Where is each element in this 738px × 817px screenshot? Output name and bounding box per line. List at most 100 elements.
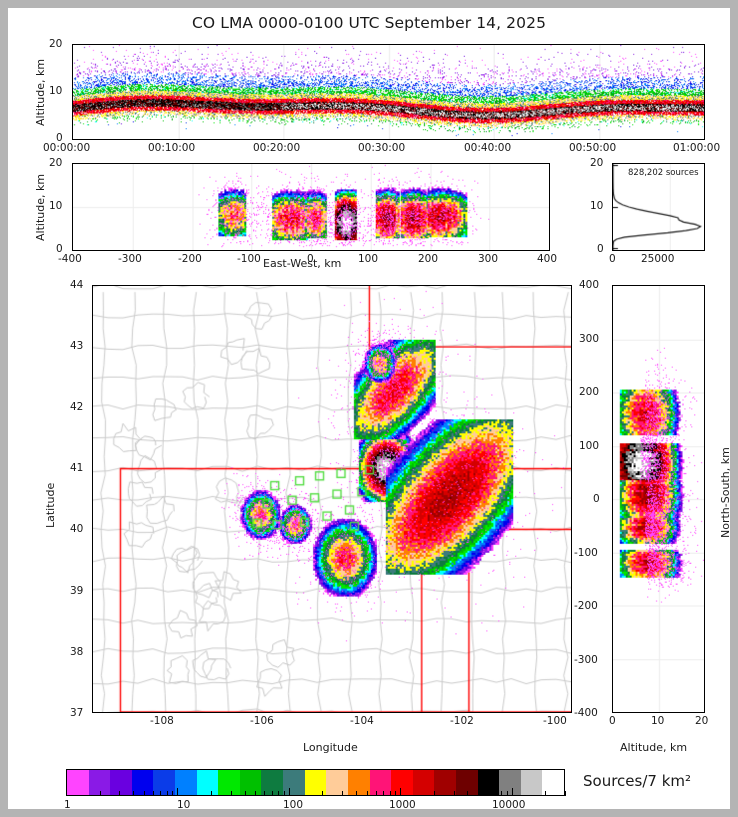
map-ylabel: Latitude bbox=[44, 482, 57, 528]
colorbar-tickmark bbox=[511, 788, 513, 796]
colorbar-tickmark bbox=[545, 791, 547, 796]
ns-ytick-100: 100 bbox=[579, 440, 600, 452]
east-west-xtick-100: 100 bbox=[358, 253, 379, 265]
colorbar-tickmark bbox=[453, 791, 455, 796]
time-height-xtick-5: 00:50:00 bbox=[569, 142, 617, 154]
colorbar-swatch-19 bbox=[477, 770, 500, 795]
east-west-xtick-0: 0 bbox=[307, 253, 314, 265]
colorbar-label: Sources/7 km² bbox=[583, 772, 692, 790]
ns-ytick-m400: -400 bbox=[574, 707, 598, 719]
map-ytick-37: 37 bbox=[70, 707, 84, 719]
time-height-xtick-4: 00:40:00 bbox=[464, 142, 512, 154]
colorbar-swatch-9 bbox=[261, 770, 284, 795]
colorbar-tickmark bbox=[166, 791, 168, 796]
altitude-histogram-panel[interactable] bbox=[612, 163, 705, 251]
east-west-panel[interactable] bbox=[72, 163, 550, 251]
colorbar-swatch-1 bbox=[88, 770, 111, 795]
time-height-ytick-10: 10 bbox=[49, 85, 63, 97]
colorbar-tickmark bbox=[494, 791, 496, 796]
north-south-plot-canvas bbox=[613, 286, 704, 712]
colorbar-swatch-2 bbox=[110, 770, 132, 795]
colorbar-swatch-10 bbox=[283, 770, 305, 795]
colorbar-tickmark bbox=[565, 791, 566, 796]
east-west-ylabel: Altitude, km bbox=[34, 173, 47, 241]
ns-ytick-m200: -200 bbox=[574, 600, 598, 612]
colorbar-tickmark bbox=[278, 791, 280, 796]
colorbar-tickmark bbox=[152, 791, 154, 796]
map-xtick-m106: -106 bbox=[250, 715, 274, 727]
north-south-panel[interactable] bbox=[612, 285, 705, 713]
map-xtick-m104: -104 bbox=[350, 715, 374, 727]
colorbar-swatch-17 bbox=[434, 770, 456, 795]
colorbar-swatch-7 bbox=[218, 770, 240, 795]
east-west-ytick-10: 10 bbox=[49, 200, 63, 212]
histogram-xtick-0: 0 bbox=[609, 253, 616, 265]
colorbar-tick-10000: 10000 bbox=[492, 799, 526, 811]
colorbar-tickmark bbox=[172, 791, 174, 796]
figure-title: CO LMA 0000-0100 UTC September 14, 2025 bbox=[191, 14, 547, 32]
colorbar-swatch-15 bbox=[391, 770, 413, 795]
colorbar-tickmark bbox=[383, 791, 385, 796]
colorbar-tickmark bbox=[244, 791, 246, 796]
colorbar-swatch-8 bbox=[239, 770, 262, 795]
time-height-xtick-6: 01:00:00 bbox=[673, 142, 721, 154]
time-height-xtick-1: 00:10:00 bbox=[148, 142, 196, 154]
figure-canvas: CO LMA 0000-0100 UTC September 14, 2025 … bbox=[8, 8, 732, 811]
colorbar-swatch-21 bbox=[520, 770, 543, 795]
colorbar-tickmark bbox=[177, 788, 179, 796]
histogram-ytick-0: 0 bbox=[597, 243, 604, 255]
colorbar-tickmark bbox=[478, 791, 480, 796]
colorbar-tickmark bbox=[395, 791, 397, 796]
map-xtick-m102: -102 bbox=[450, 715, 474, 727]
east-west-xtick-200: 200 bbox=[418, 253, 439, 265]
colorbar-tickmark bbox=[375, 791, 377, 796]
histogram-ytick-20: 20 bbox=[590, 157, 604, 169]
colorbar-swatch-3 bbox=[131, 770, 154, 795]
colorbar-tickmark bbox=[255, 791, 257, 796]
colorbar-swatch-22 bbox=[542, 770, 565, 795]
colorbar[interactable] bbox=[66, 769, 565, 796]
time-height-ylabel: Altitude, km bbox=[34, 58, 47, 126]
map-ytick-39: 39 bbox=[70, 585, 84, 597]
map-xtick-m100: -100 bbox=[543, 715, 567, 727]
colorbar-tickmark bbox=[506, 791, 508, 796]
colorbar-tickmark bbox=[283, 791, 285, 796]
colorbar-tickmark bbox=[160, 791, 162, 796]
time-height-ytick-0: 0 bbox=[56, 132, 63, 144]
ns-xtick-0: 0 bbox=[609, 715, 616, 727]
time-height-ytick-20: 20 bbox=[49, 38, 63, 50]
colorbar-tickmark bbox=[366, 791, 368, 796]
east-west-xtick-m100: -100 bbox=[237, 253, 261, 265]
colorbar-tickmark bbox=[66, 788, 67, 796]
map-panel[interactable] bbox=[92, 285, 572, 713]
time-height-panel[interactable] bbox=[72, 44, 705, 140]
colorbar-tickmark bbox=[389, 791, 391, 796]
ns-ytick-300: 300 bbox=[579, 333, 600, 345]
map-ytick-40: 40 bbox=[70, 523, 84, 535]
colorbar-tick-1: 1 bbox=[64, 799, 71, 811]
colorbar-swatch-14 bbox=[369, 770, 392, 795]
ns-xtick-10: 10 bbox=[651, 715, 665, 727]
colorbar-tickmark bbox=[99, 791, 101, 796]
colorbar-tickmark bbox=[288, 788, 290, 796]
map-xlabel: Longitude bbox=[303, 741, 358, 754]
east-west-ytick-0: 0 bbox=[56, 243, 63, 255]
east-west-xtick-400: 400 bbox=[537, 253, 558, 265]
time-height-plot-canvas bbox=[73, 45, 704, 139]
colorbar-swatch-11 bbox=[304, 770, 327, 795]
colorbar-tickmark bbox=[143, 791, 145, 796]
colorbar-tick-100: 100 bbox=[283, 799, 304, 811]
colorbar-tickmark bbox=[119, 791, 121, 796]
colorbar-tickmark bbox=[264, 791, 266, 796]
colorbar-swatch-12 bbox=[326, 770, 348, 795]
colorbar-tickmark bbox=[400, 788, 402, 796]
altitude-histogram-canvas bbox=[613, 164, 704, 250]
colorbar-tickmark bbox=[230, 791, 232, 796]
east-west-xtick-m200: -200 bbox=[178, 253, 202, 265]
ns-xtick-20: 20 bbox=[695, 715, 709, 727]
source-count-annotation: 828,202 sources bbox=[628, 168, 699, 178]
colorbar-swatch-18 bbox=[455, 770, 478, 795]
colorbar-tickmark bbox=[356, 791, 357, 796]
time-height-xtick-2: 00:20:00 bbox=[253, 142, 301, 154]
map-ytick-44: 44 bbox=[70, 279, 84, 291]
